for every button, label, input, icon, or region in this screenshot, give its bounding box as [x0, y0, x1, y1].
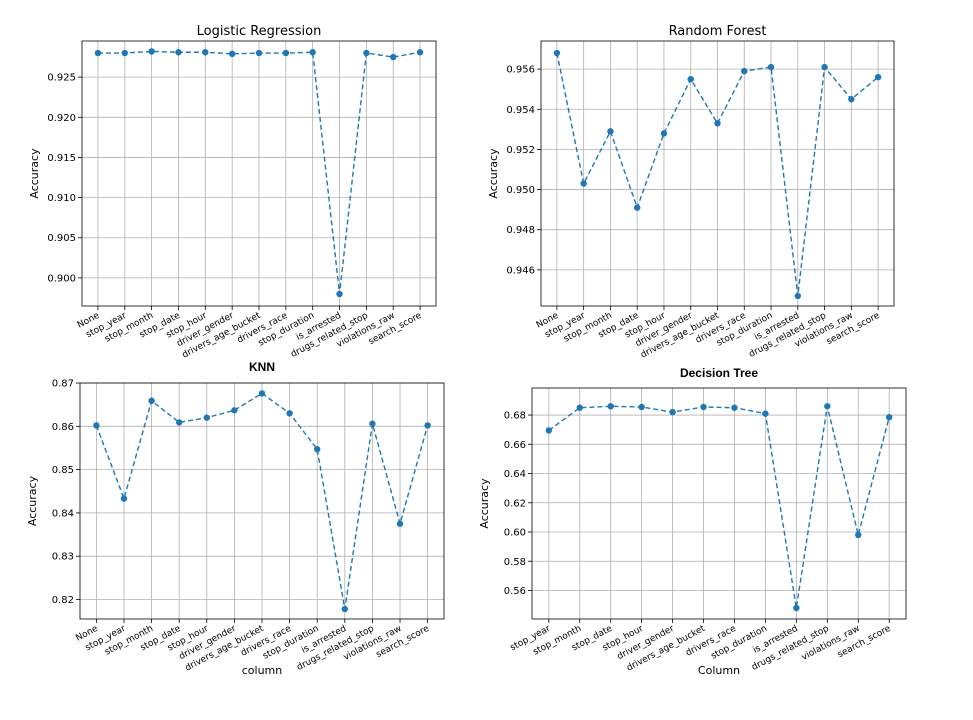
plot-frame — [531, 387, 907, 620]
data-point — [885, 414, 893, 421]
grid — [80, 382, 444, 619]
y-tick-label: 0.84 — [52, 508, 74, 519]
y-tick-label: 0.948 — [506, 225, 535, 236]
x-axis-label: column — [242, 664, 283, 677]
chart-panel-decision-tree: 0.560.580.600.620.640.660.68stop_yearsto… — [478, 366, 907, 677]
y-tick-label: 0.64 — [504, 469, 526, 480]
data-point — [175, 49, 182, 56]
data-point — [121, 49, 128, 57]
data-point — [336, 290, 343, 298]
data-point — [203, 414, 210, 421]
data-point — [633, 204, 641, 211]
y-tick-label: 0.905 — [47, 233, 76, 244]
y-tick-label: 0.68 — [504, 411, 526, 422]
data-point — [767, 63, 775, 71]
data-point — [848, 96, 855, 103]
y-tick-label: 0.58 — [504, 557, 526, 568]
data-point — [309, 49, 316, 56]
y-tick-label: 0.910 — [47, 193, 76, 204]
y-axis-label: Accuracy — [478, 478, 491, 529]
data-point — [700, 403, 707, 411]
data-point — [576, 404, 583, 411]
grid — [541, 41, 894, 306]
data-point — [363, 49, 370, 57]
data-point — [824, 403, 831, 410]
data-point — [286, 410, 293, 417]
data-point — [231, 407, 238, 414]
data-point — [258, 390, 266, 397]
y-tick-label: 0.956 — [506, 65, 535, 76]
y-tick-label: 0.954 — [506, 105, 535, 116]
data-point — [396, 520, 404, 527]
y-tick-label: 0.62 — [504, 498, 526, 509]
data-point — [553, 49, 561, 57]
grid — [532, 388, 906, 619]
chart-title: Logistic Regression — [197, 24, 322, 39]
data-point — [314, 446, 321, 453]
data-point — [793, 604, 800, 612]
series-line — [548, 405, 890, 609]
chart-panel-knn: 0.820.830.840.850.860.87Nonestop_yearsto… — [26, 360, 445, 677]
chart-title: Random Forest — [669, 24, 767, 39]
data-point — [148, 48, 155, 55]
data-point — [148, 397, 155, 404]
data-point — [821, 63, 828, 71]
data-point — [416, 49, 424, 56]
data-point — [424, 422, 431, 429]
data-point — [228, 50, 236, 58]
y-tick-label: 0.920 — [47, 113, 76, 124]
data-point — [762, 410, 769, 417]
data-point — [638, 403, 645, 411]
chart-panel-logistic-regression: 0.9000.9050.9100.9150.9200.925Nonestop_y… — [28, 24, 437, 361]
y-tick-label: 0.82 — [52, 595, 74, 606]
y-tick-label: 0.60 — [504, 528, 526, 539]
data-point — [175, 419, 183, 426]
x-tick-label: search_score — [836, 624, 893, 661]
data-point — [120, 495, 128, 502]
y-axis-label: Accuracy — [26, 475, 39, 526]
data-point — [607, 128, 614, 135]
data-point — [794, 292, 802, 300]
y-tick-label: 0.900 — [47, 273, 76, 284]
x-axis-label: Column — [698, 664, 740, 677]
y-tick-label: 0.950 — [506, 185, 535, 196]
data-point — [369, 420, 376, 427]
data-point — [341, 605, 349, 613]
data-point — [660, 130, 668, 137]
y-axis-label: Accuracy — [487, 148, 500, 199]
y-tick-label: 0.66 — [504, 440, 526, 451]
data-point — [687, 75, 694, 83]
y-axis-label: Accuracy — [28, 148, 41, 199]
chart-panel-random-forest: 0.9460.9480.9500.9520.9540.956Nonestop_y… — [487, 24, 895, 361]
y-tick-label: 0.925 — [47, 73, 76, 84]
data-point — [580, 180, 587, 187]
y-tick-label: 0.952 — [506, 145, 535, 156]
y-tick-label: 0.87 — [52, 379, 74, 390]
data-point — [741, 67, 748, 75]
y-tick-label: 0.86 — [52, 422, 74, 433]
data-point — [390, 53, 397, 61]
chart-title: KNN — [249, 360, 275, 374]
data-point — [731, 404, 738, 411]
y-tick-label: 0.946 — [506, 265, 535, 276]
grid — [82, 41, 436, 306]
chart-title: Decision Tree — [680, 366, 758, 380]
y-tick-label: 0.56 — [504, 586, 526, 597]
y-tick-label: 0.83 — [52, 552, 74, 563]
y-tick-label: 0.85 — [52, 465, 74, 476]
y-tick-label: 0.915 — [47, 153, 76, 164]
data-point — [282, 49, 290, 57]
data-point — [874, 73, 882, 81]
data-point — [855, 531, 862, 539]
data-point — [94, 49, 102, 57]
data-point — [669, 408, 676, 416]
data-point — [202, 49, 209, 56]
data-point — [607, 403, 614, 410]
data-point — [255, 49, 263, 57]
data-point — [93, 422, 100, 429]
data-point — [714, 120, 721, 127]
data-point — [545, 427, 553, 434]
